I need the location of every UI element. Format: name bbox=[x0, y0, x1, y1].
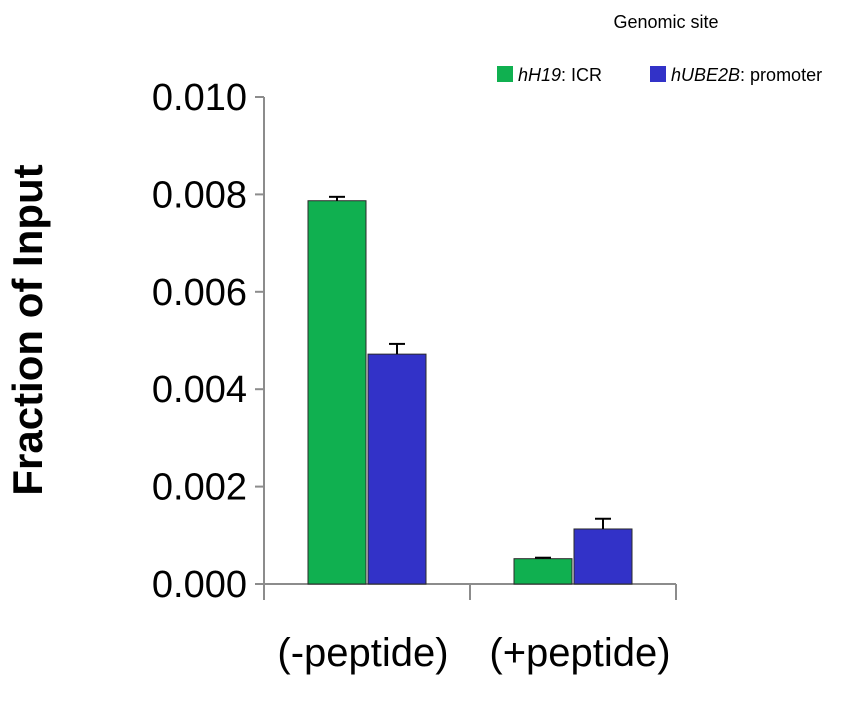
y-tick-label: 0.000 bbox=[152, 564, 247, 606]
axes-layer: 0.000 0.002 0.004 0.006 0.008 0.010 (-peptide)… bbox=[152, 77, 677, 675]
bar bbox=[307, 200, 367, 585]
bars-layer bbox=[307, 195, 633, 585]
y-tick-label: 0.010 bbox=[152, 77, 247, 119]
bar bbox=[513, 558, 573, 585]
legend-title: Genomic site bbox=[613, 12, 718, 32]
bar bbox=[573, 528, 633, 585]
legend-swatch-hube2b bbox=[650, 66, 666, 82]
legend-label-hh19: hH19: ICR bbox=[518, 65, 602, 85]
y-tick-label: 0.008 bbox=[152, 174, 247, 216]
legend-label-hube2b: hUBE2B: promoter bbox=[671, 65, 822, 85]
legend: Genomic site hH19: ICR hUBE2B: promoter bbox=[497, 12, 822, 85]
legend-swatch-hh19 bbox=[497, 66, 513, 82]
bar bbox=[367, 353, 427, 585]
y-axis-label: Fraction of Input bbox=[4, 164, 51, 495]
x-tick-label: (+peptide) bbox=[489, 631, 670, 675]
y-tick-label: 0.002 bbox=[152, 467, 247, 509]
x-tick-label: (-peptide) bbox=[277, 631, 448, 675]
y-tick-label: 0.004 bbox=[152, 369, 247, 411]
y-tick-label: 0.006 bbox=[152, 272, 247, 314]
